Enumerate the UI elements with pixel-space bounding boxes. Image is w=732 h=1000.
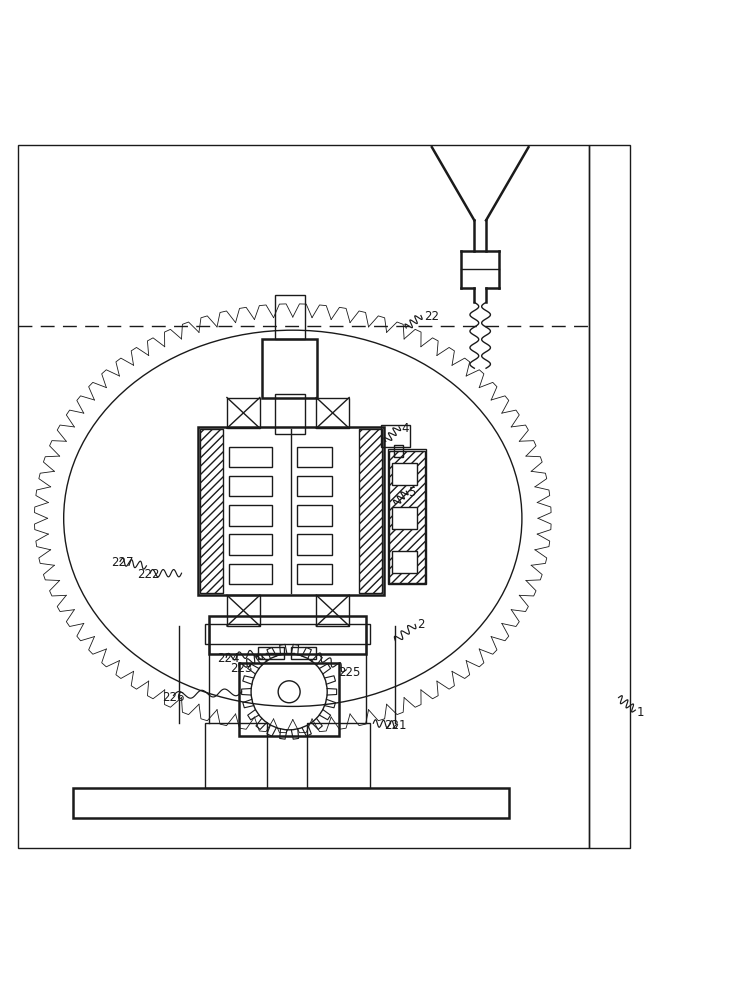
Bar — [297, 447, 332, 467]
Bar — [205, 624, 370, 644]
Bar — [359, 429, 382, 593]
Bar — [392, 551, 417, 573]
Bar — [229, 476, 272, 496]
Bar — [394, 445, 403, 457]
Bar — [392, 463, 417, 485]
Text: 227: 227 — [111, 556, 134, 569]
Bar — [316, 398, 349, 428]
Bar — [297, 476, 332, 496]
Text: 2: 2 — [417, 618, 425, 631]
Bar — [227, 595, 260, 626]
Bar — [227, 398, 260, 428]
Text: 225: 225 — [338, 666, 361, 679]
Text: 226: 226 — [163, 691, 185, 704]
Bar — [589, 145, 630, 848]
Bar — [200, 429, 223, 593]
Bar — [239, 663, 339, 736]
Bar — [381, 425, 410, 447]
Text: 22: 22 — [425, 310, 439, 324]
Bar — [229, 505, 272, 526]
Bar — [275, 295, 305, 339]
Bar — [229, 447, 272, 467]
Text: 224: 224 — [217, 652, 240, 665]
Text: 5: 5 — [408, 486, 416, 499]
Bar — [258, 647, 284, 659]
Bar — [198, 427, 384, 595]
Bar — [229, 534, 272, 555]
Bar — [388, 449, 426, 584]
Text: 222: 222 — [138, 568, 160, 581]
Bar — [73, 788, 509, 818]
Text: 223: 223 — [231, 662, 253, 675]
Bar — [297, 534, 332, 555]
Bar — [205, 723, 267, 788]
Text: 1: 1 — [637, 706, 644, 719]
Text: 4: 4 — [401, 422, 408, 435]
Bar — [316, 595, 349, 626]
Bar — [291, 647, 316, 659]
Text: 221: 221 — [384, 719, 407, 732]
Bar — [297, 505, 332, 526]
Bar — [297, 564, 332, 584]
Bar — [229, 564, 272, 584]
Bar — [389, 451, 425, 583]
Bar — [275, 394, 305, 434]
Bar — [307, 723, 370, 788]
Bar — [18, 145, 589, 848]
Bar — [262, 339, 317, 398]
Bar — [392, 507, 417, 529]
Bar — [209, 616, 366, 654]
